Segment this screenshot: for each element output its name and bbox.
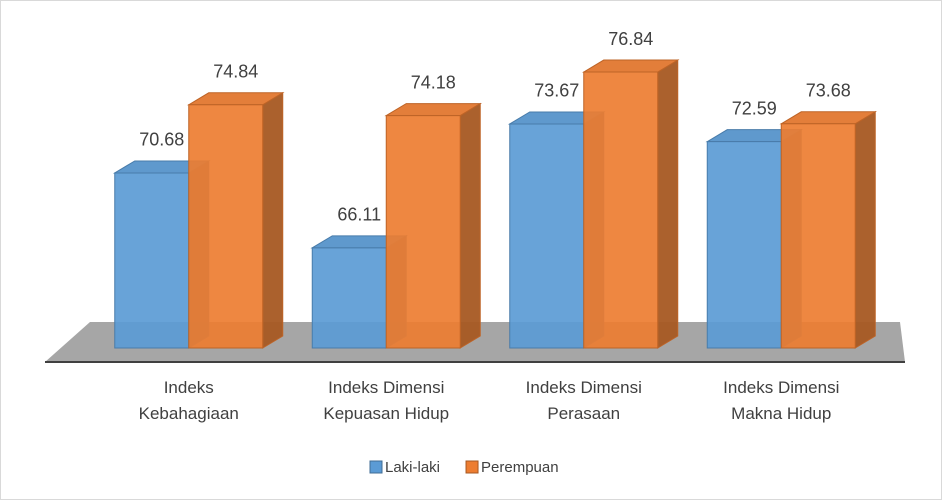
bar-front bbox=[780, 123, 856, 349]
bar-front bbox=[114, 172, 190, 349]
x-tick-label: Indeks Dimensi Makna Hidup bbox=[723, 378, 840, 423]
data-label: 70.68 bbox=[139, 130, 184, 150]
data-label: 76.84 bbox=[608, 29, 653, 49]
bar-front bbox=[188, 104, 264, 349]
data-label: 72.59 bbox=[732, 98, 777, 118]
bar-front bbox=[583, 71, 659, 349]
bar bbox=[779, 110, 878, 349]
legend-swatch bbox=[369, 460, 383, 474]
bar bbox=[384, 102, 483, 349]
data-label: 74.84 bbox=[213, 62, 258, 82]
data-label: 73.67 bbox=[534, 81, 579, 101]
x-tick-label: Indeks Dimensi Kepuasan Hidup bbox=[323, 378, 450, 423]
x-tick-label: Indeks Kebahagiaan bbox=[138, 378, 239, 423]
bar-front bbox=[706, 141, 782, 349]
legend-swatch bbox=[465, 460, 479, 474]
bar-front bbox=[311, 247, 387, 349]
legend-label: Perempuan bbox=[481, 459, 559, 476]
bar-side bbox=[459, 102, 481, 349]
legend-label: Laki-laki bbox=[385, 459, 440, 476]
data-label: 74.18 bbox=[411, 72, 456, 92]
bar bbox=[581, 59, 680, 349]
data-label: 66.11 bbox=[337, 205, 381, 225]
bar bbox=[186, 91, 285, 349]
x-tick-label: Indeks Dimensi Perasaan bbox=[525, 378, 642, 423]
data-label: 73.68 bbox=[806, 81, 851, 101]
bar-front bbox=[509, 123, 585, 349]
bar-side bbox=[854, 110, 876, 349]
bar-side bbox=[657, 59, 679, 349]
bar-front bbox=[385, 115, 461, 349]
bar-side bbox=[262, 91, 284, 349]
